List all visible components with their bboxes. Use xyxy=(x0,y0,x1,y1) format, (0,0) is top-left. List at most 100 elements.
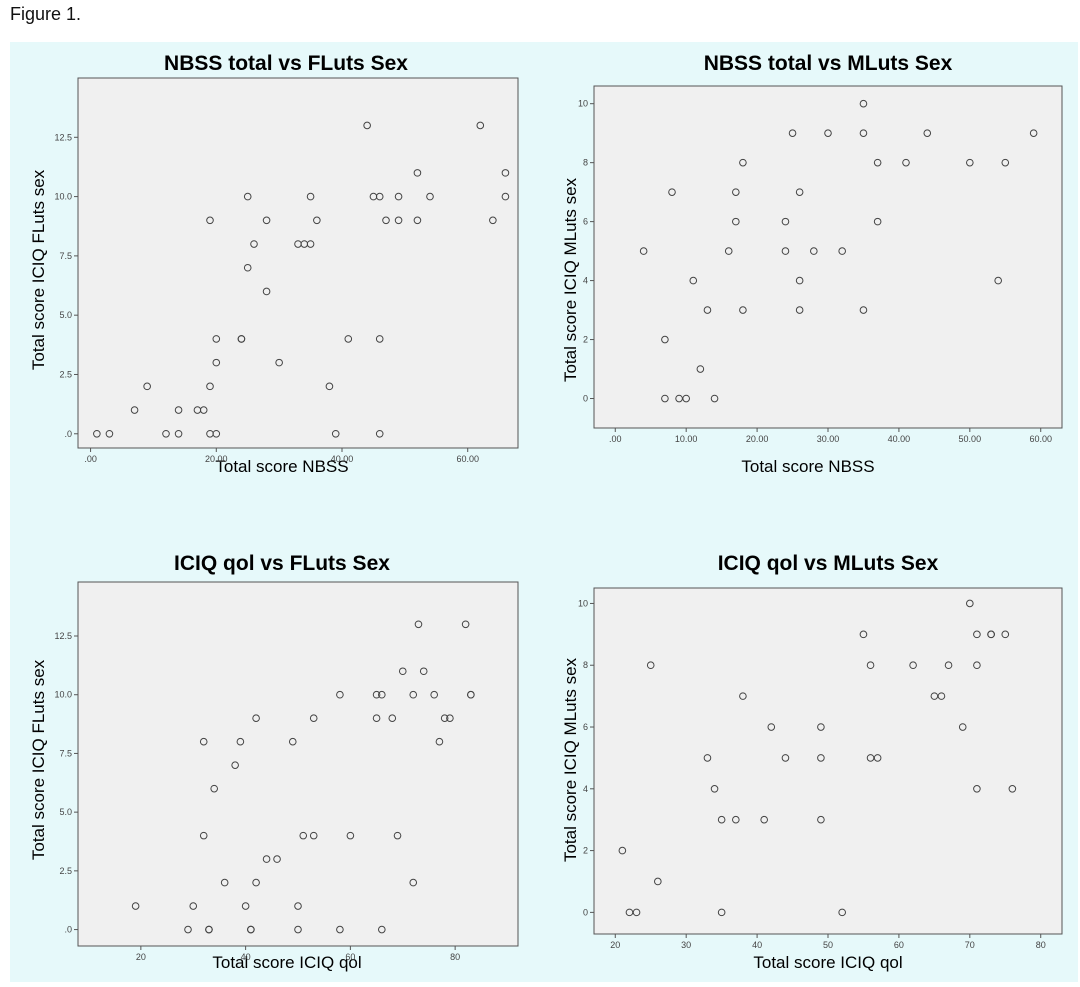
data-point xyxy=(973,785,981,793)
data-point xyxy=(382,216,390,225)
data-point xyxy=(838,247,846,255)
data-point xyxy=(732,815,740,824)
data-point xyxy=(873,158,882,167)
x-tick-label: .00 xyxy=(609,434,622,444)
data-point xyxy=(838,908,846,917)
plot-area xyxy=(593,85,1063,429)
data-point xyxy=(189,902,198,910)
data-point xyxy=(250,240,258,248)
data-point xyxy=(501,192,510,201)
y-tick-label: 7.5 xyxy=(59,748,72,758)
data-point xyxy=(294,925,302,934)
data-point xyxy=(378,690,386,699)
data-point xyxy=(206,216,214,225)
y-axis-label: Total score ICIQ FLuts sex xyxy=(29,659,48,860)
x-axis-label: Total score ICIQ qol xyxy=(212,953,361,972)
x-tick-label: 20.00 xyxy=(746,434,769,444)
data-point xyxy=(130,406,139,414)
data-point xyxy=(237,335,246,343)
data-point xyxy=(262,287,271,296)
data-point xyxy=(162,429,170,438)
y-tick-label: 6 xyxy=(583,217,588,227)
data-point xyxy=(440,714,449,723)
data-point xyxy=(461,620,470,629)
chart-title: ICIQ qol vs FLuts Sex xyxy=(174,552,390,575)
x-tick-label: 20 xyxy=(610,940,620,950)
data-point xyxy=(646,661,655,670)
data-point xyxy=(476,121,485,130)
y-tick-label: 2 xyxy=(583,846,588,856)
data-point xyxy=(241,902,250,910)
x-axis-label: Total score NBSS xyxy=(741,457,874,476)
data-point xyxy=(966,158,974,167)
data-point xyxy=(739,692,747,700)
data-point xyxy=(632,908,641,917)
data-point xyxy=(93,429,101,438)
data-point xyxy=(703,306,712,314)
data-point xyxy=(378,925,386,934)
data-point xyxy=(131,902,140,910)
data-point xyxy=(937,692,946,700)
data-point xyxy=(639,247,648,255)
data-point xyxy=(243,263,252,272)
y-tick-label: 10.0 xyxy=(54,192,72,202)
data-point xyxy=(262,855,271,863)
x-tick-label: 60 xyxy=(894,940,904,950)
data-point xyxy=(1001,630,1010,639)
data-point xyxy=(231,761,239,769)
x-tick-label: 60.00 xyxy=(1029,434,1052,444)
data-point xyxy=(489,216,497,225)
data-point xyxy=(661,335,669,344)
y-tick-label: 10 xyxy=(578,598,588,608)
plot-area xyxy=(593,587,1063,935)
data-point xyxy=(336,690,344,699)
data-point xyxy=(435,737,444,746)
data-point xyxy=(859,99,868,108)
y-axis-label: Total score ICIQ MLuts sex xyxy=(561,657,580,862)
data-point xyxy=(105,429,114,438)
y-tick-label: 5.0 xyxy=(59,807,72,817)
data-point xyxy=(817,723,825,731)
data-point xyxy=(174,406,183,414)
data-point xyxy=(732,188,740,196)
data-point xyxy=(252,714,260,723)
data-point xyxy=(375,192,384,201)
x-axis-label: Total score NBSS xyxy=(215,457,348,476)
data-point xyxy=(313,216,321,225)
data-point xyxy=(987,630,995,639)
x-tick-label: 40.00 xyxy=(888,434,911,444)
data-point xyxy=(817,754,825,762)
figure-label: Figure 1. xyxy=(10,4,82,24)
data-point xyxy=(654,877,662,886)
data-point xyxy=(199,831,208,840)
data-point xyxy=(236,737,245,746)
data-point xyxy=(973,661,981,670)
y-tick-label: 4 xyxy=(583,784,588,794)
data-point xyxy=(873,754,882,762)
data-point xyxy=(414,620,423,629)
data-point xyxy=(668,188,676,196)
data-point xyxy=(859,306,868,314)
data-point xyxy=(467,690,475,699)
chart-panel-1: NBSS total vs FLuts Sex Total score NBSS T… xyxy=(29,52,519,476)
data-point xyxy=(866,661,875,670)
data-point xyxy=(409,690,418,699)
data-point xyxy=(1001,158,1010,167)
data-point xyxy=(388,714,397,723)
data-point xyxy=(205,925,213,934)
data-point xyxy=(247,925,255,934)
x-tick-label: 80 xyxy=(1036,940,1046,950)
y-tick-label: 6 xyxy=(583,722,588,732)
x-tick-label: 60 xyxy=(345,952,355,962)
data-point xyxy=(394,216,403,225)
x-tick-label: 80 xyxy=(450,952,460,962)
data-point xyxy=(220,878,229,887)
y-tick-label: 2.5 xyxy=(59,369,72,379)
x-tick-label: 40 xyxy=(752,940,762,950)
data-point xyxy=(1029,129,1038,137)
data-point xyxy=(375,429,384,438)
data-point xyxy=(902,158,910,167)
y-axis-label: Total score ICIQ MLuts sex xyxy=(561,177,580,382)
data-point xyxy=(618,846,627,855)
data-point xyxy=(810,247,818,255)
